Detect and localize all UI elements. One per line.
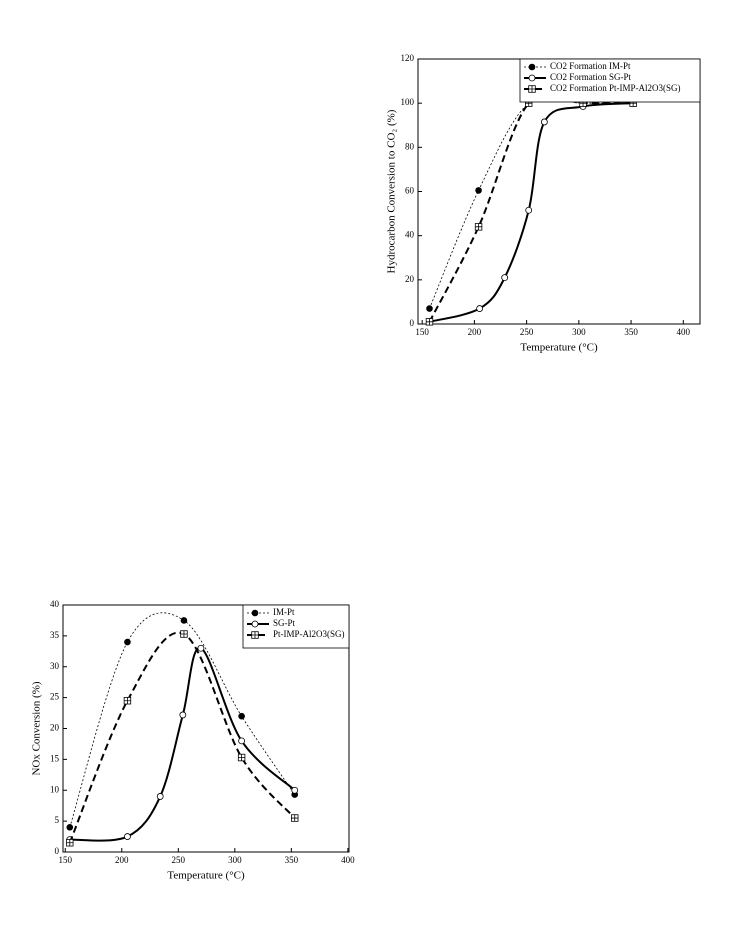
legend-marker: [528, 85, 536, 93]
y-tick-label: 30: [50, 661, 60, 671]
marker-cross: [238, 754, 245, 761]
legend-label: Pt-IMP-Al2O3(SG): [273, 629, 345, 639]
marker: [426, 305, 433, 312]
marker: [425, 318, 434, 326]
y-tick-label: 35: [50, 630, 60, 640]
series-line: [429, 102, 634, 323]
y-axis-label: NOx Conversion (%): [31, 681, 43, 775]
marker: [66, 824, 74, 831]
x-tick-label: 200: [468, 327, 482, 337]
marker-cross: [475, 223, 482, 231]
marker: [476, 305, 484, 312]
marker: [179, 711, 187, 719]
y-tick-label: 15: [50, 753, 60, 763]
marker-cross: [66, 839, 74, 847]
legend-marker: [528, 63, 536, 71]
x-tick-label: 300: [228, 855, 242, 865]
chart: 150 200 250 300 350 400 0 20 40 60 80 100 120 Tempera…: [386, 53, 701, 354]
x-tick-label: 250: [172, 855, 186, 865]
x-tick-label: 350: [285, 855, 299, 865]
x-axis-label: Temperature (°C): [167, 870, 245, 882]
x-tick-label: 150: [415, 327, 429, 337]
marker: [475, 187, 482, 194]
x-tick-label: 300: [572, 327, 586, 337]
marker: [474, 223, 483, 231]
x-tick-label: 400: [677, 327, 691, 337]
legend-marker: [251, 620, 259, 628]
series-line: [69, 647, 296, 842]
marker: [197, 644, 205, 652]
y-tick-label: 120: [401, 53, 415, 63]
legend-label: CO2 Formation Pt-IMP-Al2O3(SG): [550, 83, 681, 93]
x-tick-label: 250: [520, 327, 534, 337]
marker-cross: [180, 630, 188, 638]
y-tick-label: 10: [50, 784, 60, 794]
x-tick-label: 150: [59, 855, 73, 865]
series-line: [429, 96, 634, 309]
y-tick-label: 40: [50, 599, 60, 609]
y-tick-label: 100: [401, 97, 415, 107]
legend-marker: [251, 609, 259, 617]
marker: [525, 206, 533, 214]
marker: [237, 753, 246, 762]
marker-cross: [251, 631, 259, 639]
y-tick-label: 60: [405, 186, 415, 196]
series-line: [68, 631, 296, 844]
y-tick-label: 20: [50, 723, 60, 733]
marker: [180, 617, 188, 624]
marker-cross: [124, 697, 131, 705]
marker: [156, 793, 164, 800]
marker: [123, 697, 132, 705]
legend-label: SG-Pt: [273, 618, 296, 628]
chart: 150 200 250 300 350 400 0 5 10 15 20 25 30 35 40 Temper…: [31, 599, 356, 881]
legend-label: CO2 Formation IM-Pt: [550, 61, 631, 71]
marker: [291, 814, 299, 822]
marker: [238, 737, 246, 745]
y-tick-label: 20: [405, 274, 415, 284]
y-tick-label: 40: [405, 230, 415, 240]
y-tick-label: 80: [405, 141, 415, 151]
x-tick-label: 350: [624, 327, 638, 337]
x-axis-label: Temperature (°C): [520, 342, 598, 354]
marker: [124, 638, 131, 646]
legend-box: [242, 604, 350, 649]
marker: [501, 274, 509, 282]
marker: [291, 786, 299, 794]
marker: [124, 833, 131, 840]
series-line: [428, 93, 634, 323]
legend-box: [519, 58, 701, 103]
marker-cross: [426, 318, 433, 326]
marker-cross: [291, 814, 299, 822]
y-axis-label: Hydrocarbon Conversion to CO₂ (%): [386, 109, 398, 273]
y-tick-label: 5: [55, 815, 60, 825]
legend-marker: [251, 631, 259, 639]
legend-label: CO2 Formation SG-Pt: [550, 72, 632, 82]
legend-label: IM-Pt: [273, 607, 295, 617]
x-tick-label: 400: [341, 855, 355, 865]
y-tick-label: 0: [410, 318, 415, 328]
x-tick-label: 200: [115, 855, 129, 865]
y-tick-label: 0: [55, 846, 60, 856]
marker-cross: [528, 85, 536, 93]
marker: [540, 118, 548, 126]
legend-marker: [528, 74, 536, 82]
marker: [66, 839, 74, 847]
marker: [180, 630, 188, 638]
marker: [238, 712, 245, 720]
y-tick-label: 25: [50, 692, 60, 702]
